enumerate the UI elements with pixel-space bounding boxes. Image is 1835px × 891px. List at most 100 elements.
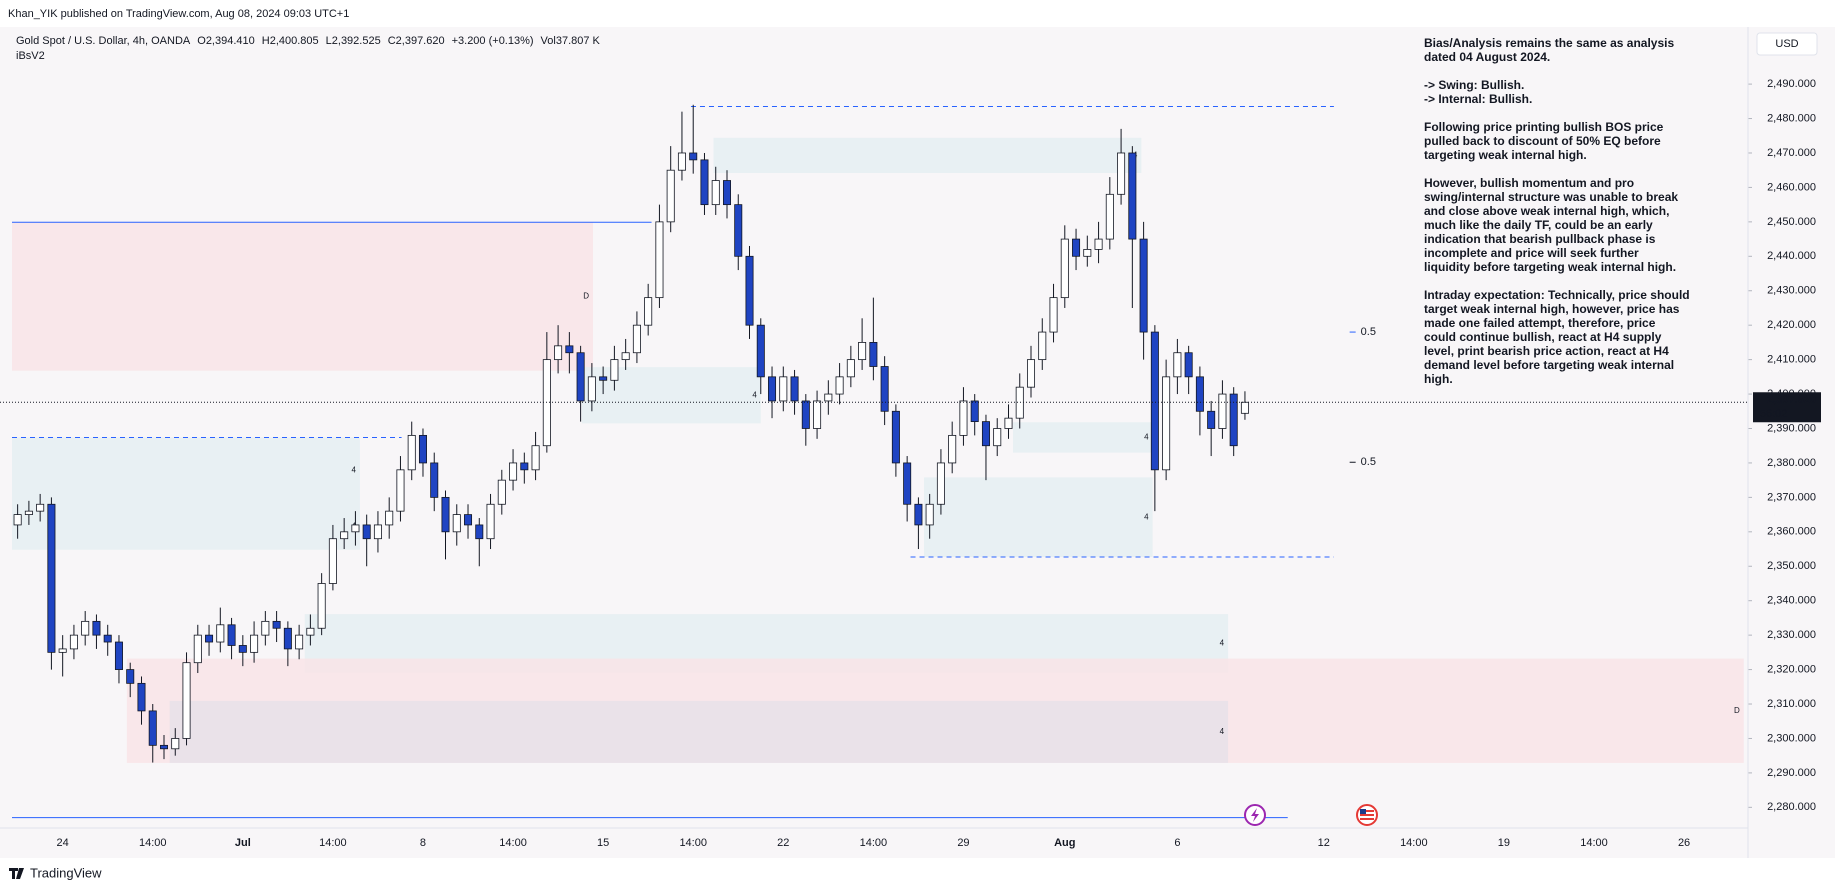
candle-body (880, 366, 889, 412)
countdown: 56:02 (1760, 408, 1788, 420)
candle-body (1060, 238, 1069, 299)
indicator-name: iBsV2 (16, 50, 45, 62)
candle-body (317, 583, 326, 629)
candle-body (1240, 401, 1249, 414)
y-tick-label: 2,370.000 (1767, 491, 1816, 503)
candle-body (1083, 249, 1092, 257)
note-line: level, print bearish price action, react… (1424, 344, 1669, 358)
candle-body (711, 180, 720, 206)
zone (713, 137, 1142, 173)
candle-body (216, 624, 225, 643)
y-tick-label: 2,390.000 (1767, 422, 1816, 434)
candle-body (452, 514, 461, 533)
candle-body (396, 469, 405, 512)
candle-body (869, 342, 878, 367)
legend: Gold Spot / U.S. Dollar, 4h, OANDA O2,394… (16, 35, 601, 47)
zone-label: 4 (1220, 639, 1225, 648)
candle-body (801, 400, 810, 429)
note-line: target weak internal high, however, pric… (1424, 302, 1680, 316)
x-tick-label: 14:00 (679, 837, 707, 849)
candle-body (13, 514, 22, 526)
candle-body (283, 627, 292, 650)
y-tick-label: 2,460.000 (1767, 181, 1816, 193)
note-line: made one failed attempt, therefore, pric… (1424, 316, 1656, 330)
zone-label: 4 (1220, 727, 1225, 736)
y-tick-label: 2,300.000 (1767, 732, 1816, 744)
candle-body (1195, 376, 1204, 412)
candle-body (1150, 331, 1159, 471)
y-tick-label: 2,310.000 (1767, 698, 1816, 710)
y-tick-label: 2,420.000 (1767, 319, 1816, 331)
zone-label: 4 (1144, 512, 1149, 521)
note-line: swing/internal structure was unable to b… (1424, 190, 1678, 204)
candle-body (891, 410, 900, 464)
candle-body (959, 400, 968, 436)
candle-body (1038, 331, 1047, 361)
candle-body (925, 503, 934, 526)
candle-body (340, 531, 349, 540)
x-tick-label: 14:00 (1400, 837, 1428, 849)
x-tick-label: 24 (57, 837, 69, 849)
candle-body (531, 445, 540, 471)
legend-key: C (388, 35, 396, 47)
candle-body (250, 634, 259, 653)
y-tick-label: 2,490.000 (1767, 78, 1816, 90)
note-line: Bias/Analysis remains the same as analys… (1424, 36, 1674, 50)
candle-body (677, 152, 686, 171)
legend-value: 2,392.525 (332, 35, 381, 47)
y-tick-label: 2,320.000 (1767, 663, 1816, 675)
candle-body (114, 641, 123, 670)
candle-body (936, 462, 945, 505)
note-line: indication that bearish pullback phase i… (1424, 232, 1656, 246)
candle-body (520, 462, 529, 471)
x-tick-label: 14:00 (139, 837, 167, 849)
candle-body (1139, 238, 1148, 333)
y-tick-label: 2,480.000 (1767, 112, 1816, 124)
candle-body (655, 221, 664, 299)
candle-body (914, 503, 923, 526)
currency-label[interactable]: USD (1775, 38, 1798, 50)
note-line: liquidity before targeting weak internal… (1424, 260, 1676, 274)
candle-body (373, 524, 382, 540)
candle-body (632, 324, 641, 354)
x-tick-label: 26 (1678, 837, 1690, 849)
last-price-label: 2,397.620 (1767, 394, 1816, 406)
candle-body (486, 503, 495, 540)
zone (12, 222, 594, 371)
candle-body (970, 400, 979, 423)
candle-body (137, 682, 146, 712)
y-tick-label: 2,410.000 (1767, 354, 1816, 366)
zone (924, 477, 1153, 557)
legend-key: L (326, 35, 332, 47)
legend-value: 2,400.805 (270, 35, 319, 47)
candle-body (171, 738, 180, 750)
note-line: Intraday expectation: Technically, price… (1424, 288, 1690, 302)
candle-body (205, 634, 214, 643)
candle-body (824, 393, 833, 402)
zone-label: D (1734, 706, 1740, 715)
zone-label: D (583, 292, 589, 301)
candle-body (58, 648, 67, 653)
candle-body (1173, 352, 1182, 378)
candle-body (1094, 238, 1103, 250)
candle-body (981, 421, 990, 447)
legend-volume: 37.807 K (556, 35, 601, 47)
candle-body (227, 624, 236, 646)
candle-body (1027, 359, 1036, 388)
candle-body (689, 152, 698, 161)
note-line: Following price printing bullish BOS pri… (1424, 120, 1664, 134)
note-line: much like the daily TF, could be an earl… (1424, 218, 1653, 232)
candle-body (69, 634, 78, 650)
candle-body (993, 428, 1002, 447)
x-tick-label: 14:00 (319, 837, 347, 849)
candle-body (948, 434, 957, 464)
zone (581, 367, 761, 424)
currency-button[interactable] (1756, 32, 1818, 56)
candle-body (1229, 393, 1238, 447)
candle-body (238, 645, 247, 653)
candle-body (272, 620, 281, 629)
candle-body (610, 359, 619, 381)
brand-logo (9, 868, 24, 879)
